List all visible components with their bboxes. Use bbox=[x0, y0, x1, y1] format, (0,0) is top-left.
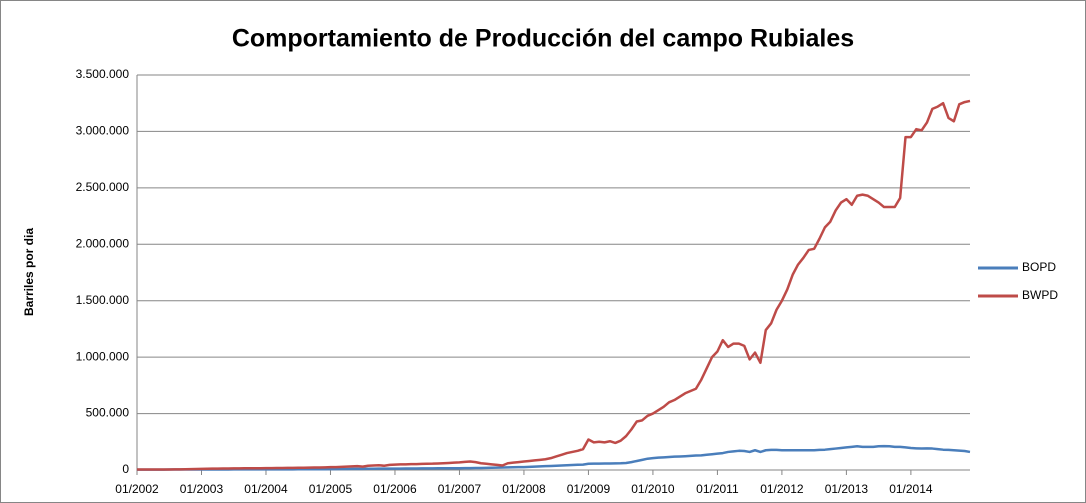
legend-label: BWPD bbox=[1022, 288, 1058, 302]
chart-title: Comportamiento de Producción del campo R… bbox=[232, 25, 854, 53]
x-tick-label: 01/2012 bbox=[760, 482, 804, 496]
legend-label: BOPD bbox=[1022, 260, 1056, 274]
x-tick-label: 01/2004 bbox=[244, 482, 288, 496]
y-tick-label: 3.500.000 bbox=[76, 67, 130, 81]
x-tick-label: 01/2013 bbox=[825, 482, 869, 496]
x-tick-label: 01/2014 bbox=[889, 482, 933, 496]
x-tick-label: 01/2005 bbox=[309, 482, 353, 496]
x-tick-label: 01/2007 bbox=[438, 482, 482, 496]
y-tick-label: 500.000 bbox=[86, 406, 130, 420]
x-tick-label: 01/2009 bbox=[567, 482, 611, 496]
y-tick-label: 3.000.000 bbox=[76, 124, 130, 138]
y-axis-title: Barriles por dia bbox=[22, 228, 36, 316]
y-tick-label: 2.000.000 bbox=[76, 236, 130, 250]
x-tick-label: 01/2010 bbox=[631, 482, 675, 496]
y-tick-label: 2.500.000 bbox=[76, 180, 130, 194]
x-tick-label: 01/2002 bbox=[115, 482, 159, 496]
y-tick-label: 1.000.000 bbox=[76, 349, 130, 363]
y-tick-label: 0 bbox=[122, 462, 129, 476]
y-tick-label: 1.500.000 bbox=[76, 293, 130, 307]
x-tick-label: 01/2003 bbox=[180, 482, 224, 496]
x-tick-label: 01/2011 bbox=[696, 482, 739, 496]
series-line bbox=[137, 444, 971, 471]
x-tick-label: 01/2008 bbox=[502, 482, 546, 496]
x-tick-label: 01/2006 bbox=[373, 482, 417, 496]
series-line bbox=[137, 99, 971, 471]
